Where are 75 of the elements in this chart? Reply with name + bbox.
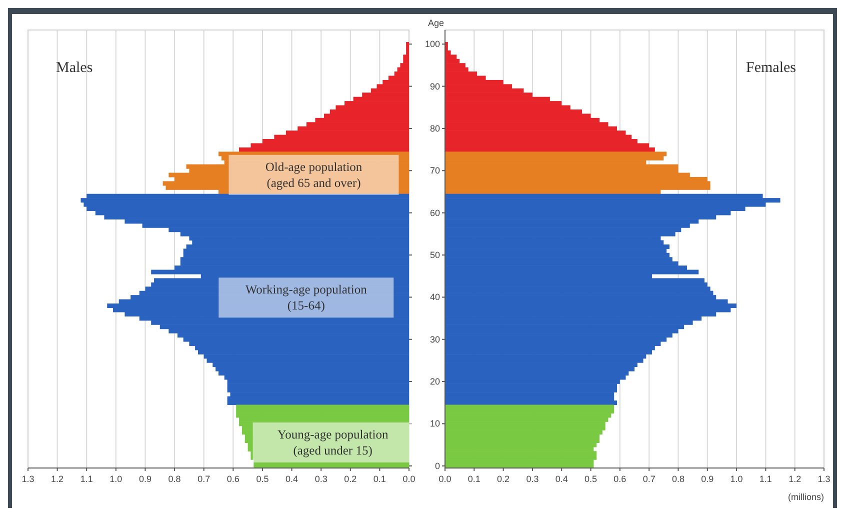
bar [445, 185, 710, 190]
x-tick-label: 0.0 [438, 474, 452, 484]
bar [445, 286, 710, 292]
y-tick-label: 30 [430, 334, 440, 344]
x-tick-label: 1.0 [730, 474, 743, 484]
bar [236, 404, 409, 410]
x-tick-label: 0.7 [642, 474, 656, 484]
bar [406, 46, 409, 51]
x-tick-label: 0.8 [168, 474, 181, 484]
bar [80, 198, 409, 203]
x-tick-label: 0.3 [526, 474, 539, 484]
x-tick-label: 0.9 [138, 474, 152, 484]
x-tick-label: 0.1 [468, 474, 480, 484]
x-tick-label: 1.1 [80, 474, 93, 484]
x-tick-label: 0.4 [286, 474, 298, 484]
y-tick-label: 0 [434, 460, 440, 471]
y-tick-label: 100 [424, 39, 440, 50]
bar [403, 54, 409, 60]
bar [227, 384, 409, 388]
x-tick-label: 0.5 [256, 474, 269, 484]
bar [403, 58, 409, 64]
bar [406, 50, 409, 55]
bar [445, 404, 614, 410]
bar [445, 54, 457, 60]
text: Males [56, 60, 93, 76]
text: Females [746, 60, 796, 76]
bar [239, 422, 409, 426]
bar [180, 257, 409, 262]
bar [445, 392, 614, 397]
bar [218, 152, 409, 156]
x-tick-label: 0.1 [373, 474, 386, 484]
bar [254, 460, 409, 464]
x-tick-label: 0.5 [584, 474, 598, 484]
x-tick-label: 0.9 [701, 474, 714, 484]
x-tick-label: 1.2 [51, 474, 64, 484]
y-tick-label: 20 [430, 376, 440, 387]
x-tick-label: 0.2 [344, 474, 357, 484]
bar [151, 270, 409, 274]
x-tick-label: 1.1 [759, 474, 772, 484]
x-tick-label: 0.6 [226, 474, 240, 484]
bar [445, 384, 618, 388]
x-tick-label: 0.0 [402, 474, 416, 484]
y-tick-label: 70 [430, 166, 440, 176]
x-tick-label: 1.3 [818, 474, 830, 484]
x-tick-label: 0.7 [198, 474, 210, 484]
y-tick-label: 50 [430, 250, 440, 260]
x-tick-label: 0.3 [314, 474, 328, 484]
y-axis-title: Age [428, 18, 444, 28]
annotation: Young-age population (aged under 15) [277, 427, 389, 458]
bar [445, 198, 780, 203]
bar [406, 42, 409, 47]
bar [400, 63, 409, 68]
bar [445, 451, 597, 456]
bar [445, 152, 667, 156]
annotation: Old-age population (aged 65 and over) [265, 160, 363, 190]
x-tick-label: 1.0 [110, 474, 122, 484]
annotation: Working-age population (15-64) [245, 282, 368, 313]
bar [445, 460, 594, 464]
x-tick-label: 0.4 [555, 474, 568, 484]
bar [445, 422, 606, 426]
x-tick-label: 1.3 [22, 474, 34, 484]
y-tick-label: 60 [430, 208, 440, 218]
x-tick-label: 0.8 [672, 474, 684, 484]
x-tick-label: 1.2 [788, 474, 802, 484]
y-tick-label: 90 [430, 81, 440, 92]
y-tick-label: 10 [430, 418, 440, 429]
x-axis-title: (millions) [788, 492, 824, 502]
bar [445, 430, 602, 435]
x-tick-label: 0.2 [497, 474, 510, 484]
bar [445, 63, 466, 68]
y-tick-label: 40 [430, 292, 440, 302]
bar [230, 392, 409, 397]
bar [154, 278, 409, 283]
y-tick-label: 80 [430, 123, 440, 134]
x-tick-label: 0.6 [614, 474, 626, 484]
